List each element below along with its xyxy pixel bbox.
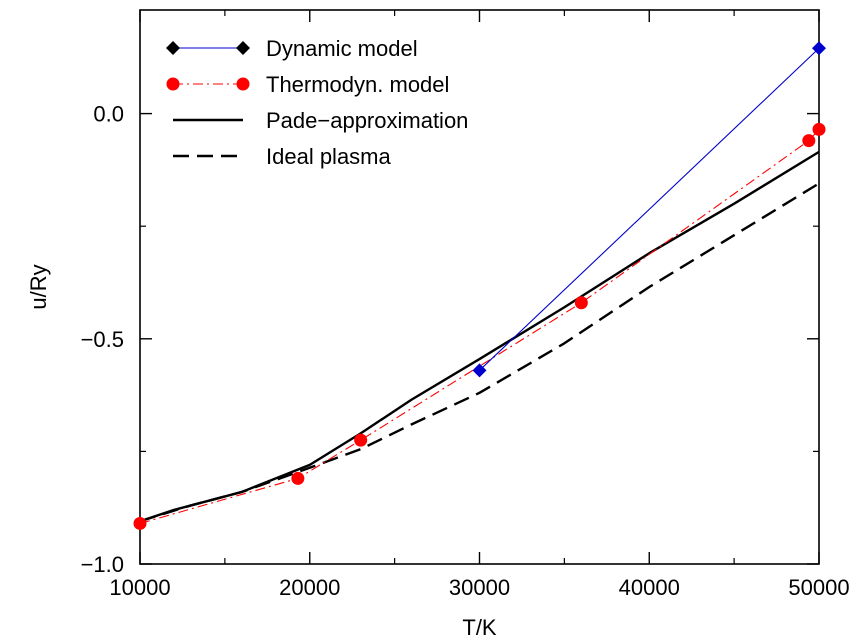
data-point bbox=[472, 363, 487, 378]
series-line bbox=[139, 150, 820, 523]
legend-marker bbox=[236, 77, 250, 91]
legend-marker bbox=[236, 41, 250, 55]
data-point bbox=[354, 433, 368, 447]
data-point bbox=[291, 471, 305, 485]
legend-marker bbox=[166, 41, 180, 55]
series-line bbox=[139, 128, 820, 524]
data-point bbox=[812, 122, 826, 136]
data-point bbox=[574, 296, 588, 310]
x-tick-label: 30000 bbox=[449, 575, 510, 600]
y-tick-label: 0.0 bbox=[93, 102, 124, 127]
axis-ticks: 10000 20000 30000 40000 50000 −1.0 −0.5 0.0 bbox=[81, 10, 850, 600]
y-axis-label: u/Ry bbox=[26, 264, 51, 309]
x-tick-label: 10000 bbox=[109, 575, 170, 600]
legend-label: Ideal plasma bbox=[266, 144, 392, 169]
legend: Dynamic model Thermodyn. model Pade−approx… bbox=[166, 36, 468, 169]
y-tick-label: −1.0 bbox=[81, 552, 124, 577]
legend-label: Pade−approximation bbox=[266, 108, 468, 133]
series-line bbox=[139, 182, 820, 523]
y-tick-label: −0.5 bbox=[81, 327, 124, 352]
data-point bbox=[802, 134, 816, 148]
series-layer bbox=[133, 41, 826, 530]
data-point bbox=[133, 516, 147, 530]
x-axis-label: T/K bbox=[462, 615, 497, 640]
x-tick-label: 50000 bbox=[788, 575, 849, 600]
legend-marker bbox=[166, 77, 180, 91]
x-tick-label: 20000 bbox=[279, 575, 340, 600]
data-point bbox=[812, 41, 826, 56]
legend-label: Thermodyn. model bbox=[266, 72, 449, 97]
x-tick-label: 40000 bbox=[619, 575, 680, 600]
legend-label: Dynamic model bbox=[266, 36, 418, 61]
plot-frame bbox=[139, 9, 820, 565]
series-line bbox=[479, 47, 820, 371]
